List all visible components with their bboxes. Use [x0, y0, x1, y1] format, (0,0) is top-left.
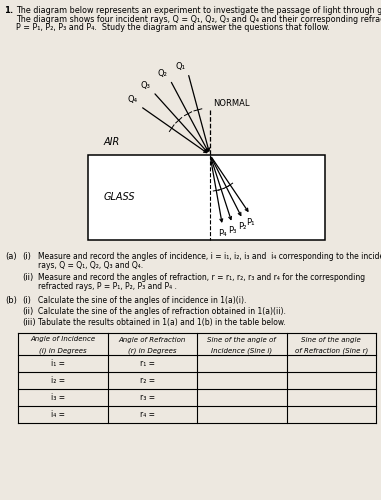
- Text: i₁ =: i₁ =: [51, 359, 65, 368]
- Text: Sine of the angle: Sine of the angle: [301, 336, 361, 342]
- Text: of Refraction (Sine r): of Refraction (Sine r): [295, 347, 368, 354]
- Text: i₄ =: i₄ =: [51, 410, 65, 419]
- Text: The diagram shows four incident rays, Q = Q₁, Q₂, Q₃ and Q₄ and their correspond: The diagram shows four incident rays, Q …: [16, 15, 381, 24]
- Text: Angle of Incidence: Angle of Incidence: [30, 336, 95, 342]
- Text: The diagram below represents an experiment to investigate the passage of light t: The diagram below represents an experime…: [16, 6, 381, 15]
- Text: Q₂: Q₂: [157, 69, 167, 78]
- Text: r₁ =: r₁ =: [140, 359, 155, 368]
- Text: (ii): (ii): [22, 273, 33, 282]
- Text: NORMAL: NORMAL: [213, 99, 250, 108]
- Text: P₃: P₃: [228, 226, 237, 235]
- Text: P₂: P₂: [239, 222, 247, 231]
- Text: 1.: 1.: [4, 6, 13, 15]
- Text: P = P₁, P₂, P₃ and P₄.  Study the diagram and answer the questions that follow.: P = P₁, P₂, P₃ and P₄. Study the diagram…: [16, 23, 330, 32]
- Text: Q₁: Q₁: [175, 62, 185, 71]
- Text: r₃ =: r₃ =: [140, 393, 155, 402]
- Text: (i): (i): [22, 252, 31, 261]
- Text: Incidence (Sine i): Incidence (Sine i): [211, 347, 272, 354]
- Bar: [88, 155, 325, 240]
- Text: Angle of Refraction: Angle of Refraction: [118, 336, 186, 342]
- Text: (i): (i): [22, 296, 31, 305]
- Text: (iii): (iii): [22, 318, 36, 327]
- Text: Tabulate the results obtained in 1(a) and 1(b) in the table below.: Tabulate the results obtained in 1(a) an…: [38, 318, 286, 327]
- Text: i₂ =: i₂ =: [51, 376, 65, 385]
- Text: Q₃: Q₃: [140, 81, 150, 90]
- Text: (b): (b): [5, 296, 17, 305]
- Text: P₁: P₁: [246, 218, 255, 226]
- Text: Measure and record the angles of incidence, i = i₁, i₂, i₃ and  i₄ corresponding: Measure and record the angles of inciden…: [38, 252, 381, 261]
- Text: Q₄: Q₄: [127, 95, 138, 104]
- Text: r₄ =: r₄ =: [140, 410, 155, 419]
- Text: r₂ =: r₂ =: [140, 376, 155, 385]
- Text: refracted rays, P = P₁, P₂, P₃ and P₄ .: refracted rays, P = P₁, P₂, P₃ and P₄ .: [38, 282, 177, 291]
- Text: P₄: P₄: [218, 229, 227, 238]
- Text: i₃ =: i₃ =: [51, 393, 65, 402]
- Text: Calculate the sine of the angles of refraction obtained in 1(a)(ii).: Calculate the sine of the angles of refr…: [38, 307, 286, 316]
- Text: AIR: AIR: [104, 137, 120, 147]
- Text: (ii): (ii): [22, 307, 33, 316]
- Text: Measure and record the angles of refraction, r = r₁, r₂, r₃ and r₄ for the corre: Measure and record the angles of refract…: [38, 273, 365, 282]
- Text: Calculate the sine of the angles of incidence in 1(a)(i).: Calculate the sine of the angles of inci…: [38, 296, 247, 305]
- Text: GLASS: GLASS: [104, 192, 136, 202]
- Text: (a): (a): [5, 252, 17, 261]
- Text: rays, Q = Q₁, Q₂, Q₃ and Q₄.: rays, Q = Q₁, Q₂, Q₃ and Q₄.: [38, 261, 143, 270]
- Text: (i) in Degrees: (i) in Degrees: [39, 347, 86, 354]
- Text: (r) in Degrees: (r) in Degrees: [128, 347, 176, 354]
- Text: Sine of the angle of: Sine of the angle of: [207, 336, 276, 342]
